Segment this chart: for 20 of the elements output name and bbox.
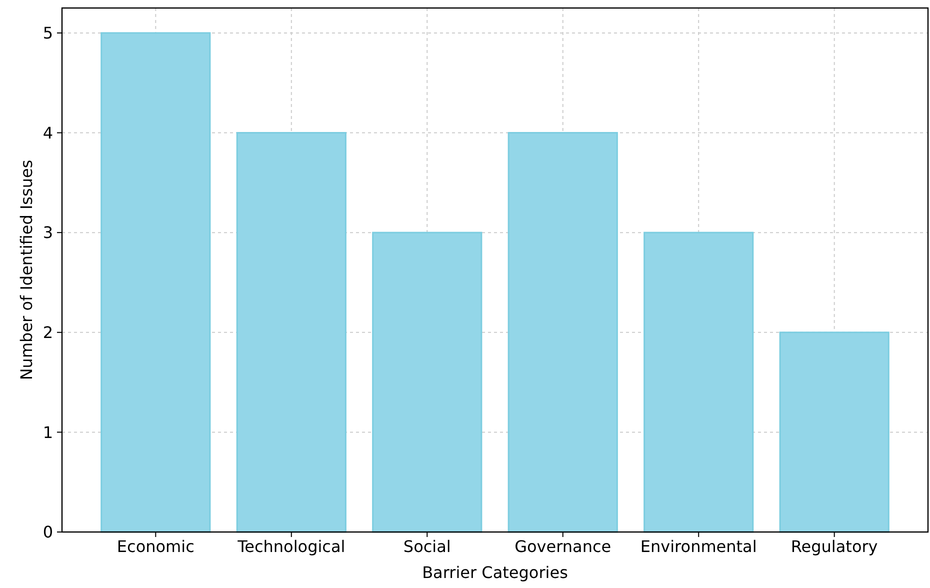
- x-tick-label: Regulatory: [790, 537, 878, 556]
- bar: [100, 32, 211, 533]
- bar: [644, 232, 754, 533]
- x-tick-label: Environmental: [640, 537, 757, 556]
- y-tick-label: 3: [42, 223, 53, 242]
- y-tick-label: 4: [42, 123, 53, 142]
- y-tick-label: 1: [42, 422, 53, 442]
- bar: [779, 332, 890, 533]
- bar: [372, 232, 482, 533]
- x-tick-label: Technological: [236, 537, 346, 556]
- y-tick-label: 2: [42, 322, 53, 342]
- x-tick-label: Social: [403, 537, 451, 556]
- y-tick-label: 5: [42, 24, 53, 43]
- y-axis-title: Number of Identified Issues: [17, 160, 36, 380]
- x-axis-title: Barrier Categories: [422, 563, 568, 582]
- x-tick-label: Economic: [116, 537, 194, 556]
- bar: [508, 132, 618, 533]
- y-tick-label: 0: [42, 522, 53, 542]
- bar: [236, 132, 346, 533]
- x-tick-label: Governance: [514, 537, 612, 556]
